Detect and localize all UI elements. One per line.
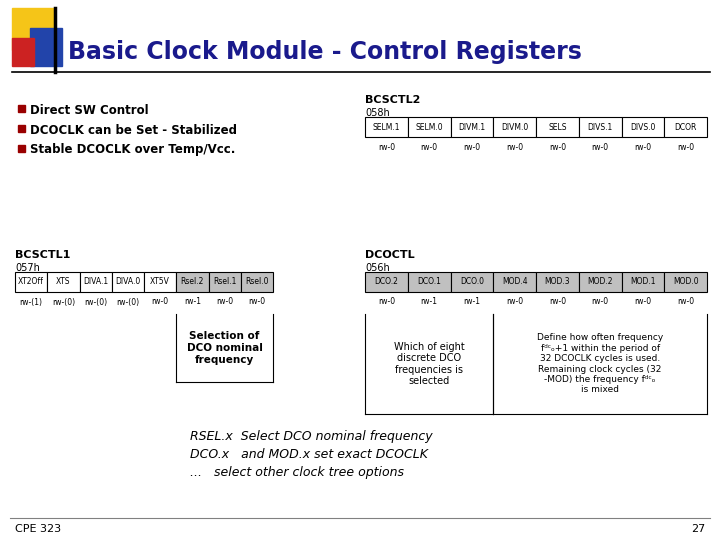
Text: rw-0: rw-0 [506, 298, 523, 307]
Text: rw-0: rw-0 [592, 298, 608, 307]
Text: rw-(0): rw-(0) [52, 298, 75, 307]
Bar [15, 272, 48, 292]
Text: Define how often frequency
fᵈᶜₒ+1 within the period of
32 DCOCLK cycles is used.: Define how often frequency fᵈᶜₒ+1 within… [537, 334, 663, 395]
Text: rw-1: rw-1 [184, 298, 201, 307]
Text: MOD.0: MOD.0 [672, 278, 698, 287]
Text: Selection of
DCO nominal
frequency: Selection of DCO nominal frequency [186, 332, 263, 364]
Text: Rsel.1: Rsel.1 [213, 278, 236, 287]
Text: DCO.2: DCO.2 [374, 278, 398, 287]
Text: DIVA.0: DIVA.0 [115, 278, 140, 287]
Bar [30, 28, 62, 66]
Bar [665, 272, 707, 292]
Bar [18, 145, 25, 152]
Text: MOD.1: MOD.1 [630, 278, 656, 287]
Text: 057h: 057h [15, 263, 40, 273]
Text: rw-0: rw-0 [549, 143, 566, 152]
Text: DIVM.0: DIVM.0 [501, 123, 528, 132]
Text: RSEL.x  Select DCO nominal frequency: RSEL.x Select DCO nominal frequency [190, 430, 433, 443]
Bar [493, 117, 536, 137]
Bar [18, 105, 25, 112]
Text: rw-0: rw-0 [549, 298, 566, 307]
Text: Rsel.2: Rsel.2 [181, 278, 204, 287]
Text: rw-0: rw-0 [634, 298, 652, 307]
Text: rw-0: rw-0 [248, 298, 266, 307]
Text: rw-0: rw-0 [152, 298, 168, 307]
Bar [579, 272, 621, 292]
Bar [579, 117, 621, 137]
Bar [240, 272, 273, 292]
Text: SELM.0: SELM.0 [415, 123, 443, 132]
Text: DCO.0: DCO.0 [460, 278, 484, 287]
Bar [536, 272, 579, 292]
Text: Direct SW Control: Direct SW Control [30, 104, 148, 117]
Bar [112, 272, 144, 292]
Bar [365, 117, 408, 137]
Bar [79, 272, 112, 292]
Text: rw-0: rw-0 [420, 143, 438, 152]
Bar [176, 272, 209, 292]
Text: rw-(1): rw-(1) [19, 298, 42, 307]
Text: BCSCTL2: BCSCTL2 [365, 95, 420, 105]
Text: DIVS.1: DIVS.1 [588, 123, 613, 132]
Text: XT5V: XT5V [150, 278, 170, 287]
Text: rw-0: rw-0 [378, 143, 395, 152]
Text: rw-0: rw-0 [463, 143, 480, 152]
Bar [12, 38, 34, 66]
Bar [621, 272, 665, 292]
Text: DIVA.1: DIVA.1 [83, 278, 108, 287]
Text: CPE 323: CPE 323 [15, 524, 61, 534]
Text: rw-0: rw-0 [378, 298, 395, 307]
Text: Which of eight
discrete DCO
frequencies is
selected: Which of eight discrete DCO frequencies … [394, 342, 464, 387]
Text: Basic Clock Module - Control Registers: Basic Clock Module - Control Registers [68, 40, 582, 64]
Text: DCO.x   and MOD.x set exact DCOCLK: DCO.x and MOD.x set exact DCOCLK [190, 448, 428, 461]
Text: MOD.4: MOD.4 [502, 278, 528, 287]
Text: ...   select other clock tree options: ... select other clock tree options [190, 466, 404, 479]
Bar [365, 272, 408, 292]
Text: SELM.1: SELM.1 [373, 123, 400, 132]
Text: DIVS.0: DIVS.0 [630, 123, 656, 132]
Bar [451, 117, 493, 137]
Bar [451, 272, 493, 292]
Bar [665, 117, 707, 137]
Text: rw-0: rw-0 [634, 143, 652, 152]
Bar [408, 272, 451, 292]
Text: BCSCTL1: BCSCTL1 [15, 250, 71, 260]
Text: 056h: 056h [365, 263, 390, 273]
Text: rw-0: rw-0 [677, 298, 694, 307]
Text: MOD.3: MOD.3 [544, 278, 570, 287]
Text: rw-0: rw-0 [506, 143, 523, 152]
Bar [408, 117, 451, 137]
Text: rw-(0): rw-(0) [84, 298, 107, 307]
Text: XTS: XTS [56, 278, 71, 287]
Text: DCOR: DCOR [675, 123, 697, 132]
Text: rw-1: rw-1 [420, 298, 438, 307]
Text: rw-0: rw-0 [216, 298, 233, 307]
Text: Stable DCOCLK over Temp/Vcc.: Stable DCOCLK over Temp/Vcc. [30, 144, 235, 157]
Text: DCO.1: DCO.1 [417, 278, 441, 287]
Bar [48, 272, 79, 292]
Bar [536, 117, 579, 137]
Text: Rsel.0: Rsel.0 [245, 278, 269, 287]
Text: MOD.2: MOD.2 [588, 278, 613, 287]
Bar [493, 272, 536, 292]
Text: 058h: 058h [365, 108, 390, 118]
Bar [209, 272, 240, 292]
Text: DIVM.1: DIVM.1 [459, 123, 485, 132]
Text: rw-0: rw-0 [677, 143, 694, 152]
Bar [18, 125, 25, 132]
Bar [144, 272, 176, 292]
Text: XT2Off: XT2Off [18, 278, 44, 287]
Text: 27: 27 [690, 524, 705, 534]
Text: SELS: SELS [548, 123, 567, 132]
Text: DCOCTL: DCOCTL [365, 250, 415, 260]
Text: rw-0: rw-0 [592, 143, 608, 152]
Text: rw-(0): rw-(0) [117, 298, 140, 307]
Text: rw-1: rw-1 [464, 298, 480, 307]
Bar [621, 117, 665, 137]
Bar [12, 8, 54, 50]
Text: DCOCLK can be Set - Stabilized: DCOCLK can be Set - Stabilized [30, 124, 237, 137]
